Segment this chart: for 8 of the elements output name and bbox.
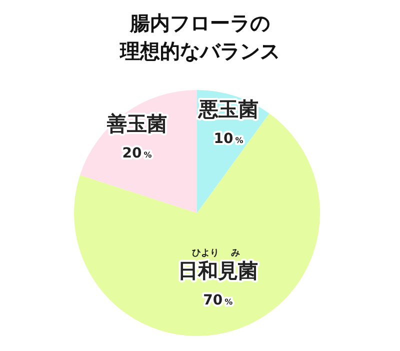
data-label: 20% xyxy=(122,145,152,162)
slice-label: 善玉菌 xyxy=(106,111,167,136)
chart-title: 腸内フローラの理想的なバランス xyxy=(119,11,280,63)
slice-label: 日和見菌 xyxy=(178,258,258,282)
data-label: 10% xyxy=(214,130,244,147)
text: ひより み xyxy=(192,248,240,258)
slice-label: 悪玉菌 xyxy=(198,96,259,121)
data-label: 70% xyxy=(203,292,233,308)
